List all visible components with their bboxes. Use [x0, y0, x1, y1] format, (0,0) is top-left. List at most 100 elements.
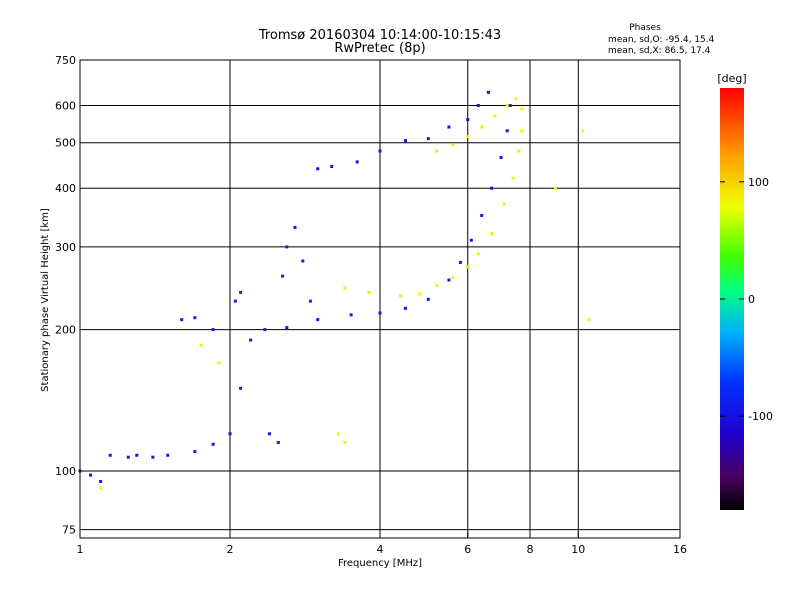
- data-point: [193, 316, 197, 320]
- colorbar-tick-label: 100: [748, 176, 769, 189]
- grid-lines: [80, 59, 680, 538]
- data-point: [285, 245, 289, 249]
- data-point: [493, 114, 497, 118]
- data-point: [426, 137, 430, 141]
- data-point: [466, 265, 470, 269]
- data-point: [403, 306, 407, 310]
- data-point: [267, 432, 271, 436]
- data-point: [276, 440, 280, 444]
- x-tick-label: 6: [464, 543, 471, 556]
- data-point: [403, 139, 407, 143]
- data-point: [316, 318, 320, 322]
- y-tick-label: 200: [55, 324, 76, 337]
- phase-stats-heading: Phases: [629, 23, 661, 33]
- data-point: [378, 311, 382, 315]
- data-point: [180, 318, 184, 322]
- data-point: [308, 299, 312, 303]
- data-point: [211, 442, 215, 446]
- data-point: [499, 156, 503, 160]
- data-point: [502, 202, 506, 206]
- data-point: [435, 149, 439, 153]
- data-point: [89, 473, 93, 477]
- y-axis-ticks: 75 100 200 300 400 500 600 750: [55, 54, 76, 537]
- data-point: [166, 453, 170, 457]
- y-tick-label: 400: [55, 182, 76, 195]
- data-point: [239, 386, 243, 390]
- data-point: [517, 149, 521, 153]
- data-point: [417, 292, 421, 296]
- data-point: [293, 225, 297, 229]
- data-point: [458, 260, 462, 264]
- phase-stats-x: mean, sd,X: 86.5, 17.4: [608, 46, 711, 56]
- data-point: [505, 104, 509, 108]
- y-axis-label: Stationary phase Virtual Height [km]: [40, 208, 51, 392]
- data-point: [285, 326, 289, 330]
- data-point: [343, 286, 347, 290]
- data-point: [399, 294, 403, 298]
- data-point: [469, 238, 473, 242]
- data-point: [349, 313, 353, 317]
- data-point: [99, 486, 103, 490]
- data-point: [426, 297, 430, 301]
- chart-title: Tromsø 20160304 10:14:00-10:15:43: [258, 28, 501, 43]
- phase-stats-o: mean, sd,O: -95.4, 15.4: [608, 35, 715, 45]
- data-point: [211, 328, 215, 332]
- y-tick-label: 75: [62, 524, 76, 537]
- data-point: [490, 232, 494, 236]
- x-tick-label: 10: [571, 543, 585, 556]
- data-point: [466, 135, 470, 139]
- data-point: [126, 455, 130, 459]
- data-point: [476, 104, 480, 108]
- data-point: [511, 176, 515, 180]
- data-point: [99, 479, 103, 483]
- x-axis-ticks: 1 2 4 6 8 10 16: [77, 532, 687, 556]
- data-point: [378, 149, 382, 153]
- colorbar-ticks: 100 0 -100: [720, 176, 773, 423]
- data-point: [151, 455, 155, 459]
- data-point: [514, 97, 518, 101]
- x-axis-label: Frequency [MHz]: [338, 558, 422, 569]
- data-point: [108, 453, 112, 457]
- data-point: [435, 284, 439, 288]
- chart-subtitle: RwPretec (8p): [334, 41, 425, 56]
- data-point: [228, 432, 232, 436]
- y-tick-label: 300: [55, 241, 76, 254]
- data-point: [316, 167, 320, 171]
- data-point: [476, 252, 480, 256]
- y-tick-label: 500: [55, 137, 76, 150]
- x-tick-label: 16: [673, 543, 687, 556]
- data-point: [553, 186, 557, 190]
- data-point: [587, 318, 591, 322]
- data-point: [263, 328, 267, 332]
- data-point: [343, 440, 347, 444]
- data-point: [281, 274, 285, 278]
- data-point: [249, 338, 253, 342]
- data-point: [199, 344, 203, 348]
- x-tick-label: 4: [377, 543, 384, 556]
- data-point: [451, 143, 455, 147]
- data-point: [466, 118, 470, 122]
- data-point: [355, 160, 359, 164]
- x-tick-label: 8: [527, 543, 534, 556]
- data-point: [486, 90, 490, 94]
- data-point: [480, 213, 484, 217]
- data-point: [581, 129, 585, 133]
- data-points: [78, 90, 591, 490]
- colorbar: [deg] 100 0 -100: [717, 72, 773, 510]
- data-point: [217, 361, 221, 365]
- data-point: [447, 125, 451, 129]
- x-tick-label: 1: [77, 543, 84, 556]
- data-point: [233, 299, 237, 303]
- data-point: [330, 164, 334, 168]
- data-point: [193, 450, 197, 454]
- data-point: [447, 278, 451, 282]
- data-point: [336, 432, 340, 436]
- data-point: [508, 104, 512, 108]
- data-point: [520, 129, 524, 133]
- colorbar-label: [deg]: [717, 72, 746, 85]
- y-tick-label: 600: [55, 100, 76, 113]
- data-point: [480, 125, 484, 129]
- y-tick-label: 750: [55, 54, 76, 67]
- data-point: [239, 290, 243, 294]
